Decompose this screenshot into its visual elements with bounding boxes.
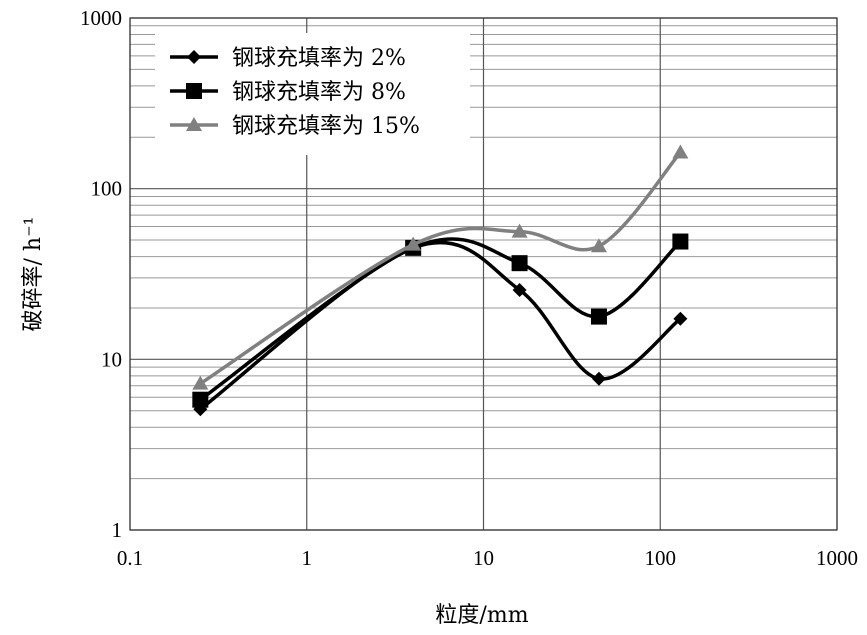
x-tick-label: 1 bbox=[302, 546, 313, 570]
square-marker bbox=[192, 391, 209, 408]
legend-entry: 钢球充填率为 15% bbox=[170, 114, 420, 139]
triangle-marker bbox=[192, 375, 209, 390]
square-marker bbox=[186, 83, 202, 99]
triangle-marker bbox=[511, 223, 528, 238]
legend-label: 钢球充填率为 8% bbox=[232, 80, 406, 105]
x-tick-label: 0.1 bbox=[117, 546, 143, 570]
legend-entry: 钢球充填率为 2% bbox=[170, 46, 406, 71]
square-marker bbox=[672, 233, 689, 250]
x-tick-label: 1000 bbox=[816, 546, 858, 570]
square-marker bbox=[590, 308, 607, 325]
y-tick-label: 1000 bbox=[80, 6, 122, 30]
triangle-marker bbox=[186, 117, 202, 131]
axes: 1 10 100 1000 0.1 1 10 100 1000 bbox=[80, 6, 858, 570]
plot-frame bbox=[129, 17, 838, 531]
series-line bbox=[199, 237, 682, 402]
series-2 bbox=[192, 233, 689, 408]
y-tick-label: 100 bbox=[91, 177, 123, 201]
diamond-marker bbox=[591, 371, 606, 386]
triangle-marker bbox=[590, 238, 607, 253]
legend-label: 钢球充填率为 15% bbox=[232, 114, 420, 139]
x-tick-label: 10 bbox=[473, 546, 494, 570]
series-1 bbox=[193, 240, 688, 417]
legend: 钢球充填率为 2% 钢球充填率为 8% 钢球充填率为 15% bbox=[155, 33, 470, 155]
series-line bbox=[199, 240, 682, 411]
legend-box bbox=[155, 33, 470, 155]
y-axis-label: 破碎率/ h⁻¹ bbox=[21, 216, 46, 331]
legend-entry: 钢球充填率为 8% bbox=[170, 80, 406, 105]
series-line bbox=[199, 151, 682, 386]
x-axis-label: 粒度/mm bbox=[435, 603, 528, 628]
diamond-marker bbox=[187, 50, 201, 64]
square-marker bbox=[511, 255, 528, 272]
series-group bbox=[192, 144, 689, 417]
x-tick-label: 100 bbox=[645, 546, 677, 570]
diamond-marker bbox=[512, 282, 527, 297]
triangle-marker bbox=[672, 144, 689, 159]
diamond-marker bbox=[673, 311, 688, 326]
y-tick-label: 10 bbox=[101, 347, 122, 371]
triangle-marker bbox=[405, 236, 422, 251]
series-3 bbox=[192, 144, 689, 390]
y-tick-label: 1 bbox=[112, 518, 123, 542]
legend-label: 钢球充填率为 2% bbox=[232, 46, 406, 71]
